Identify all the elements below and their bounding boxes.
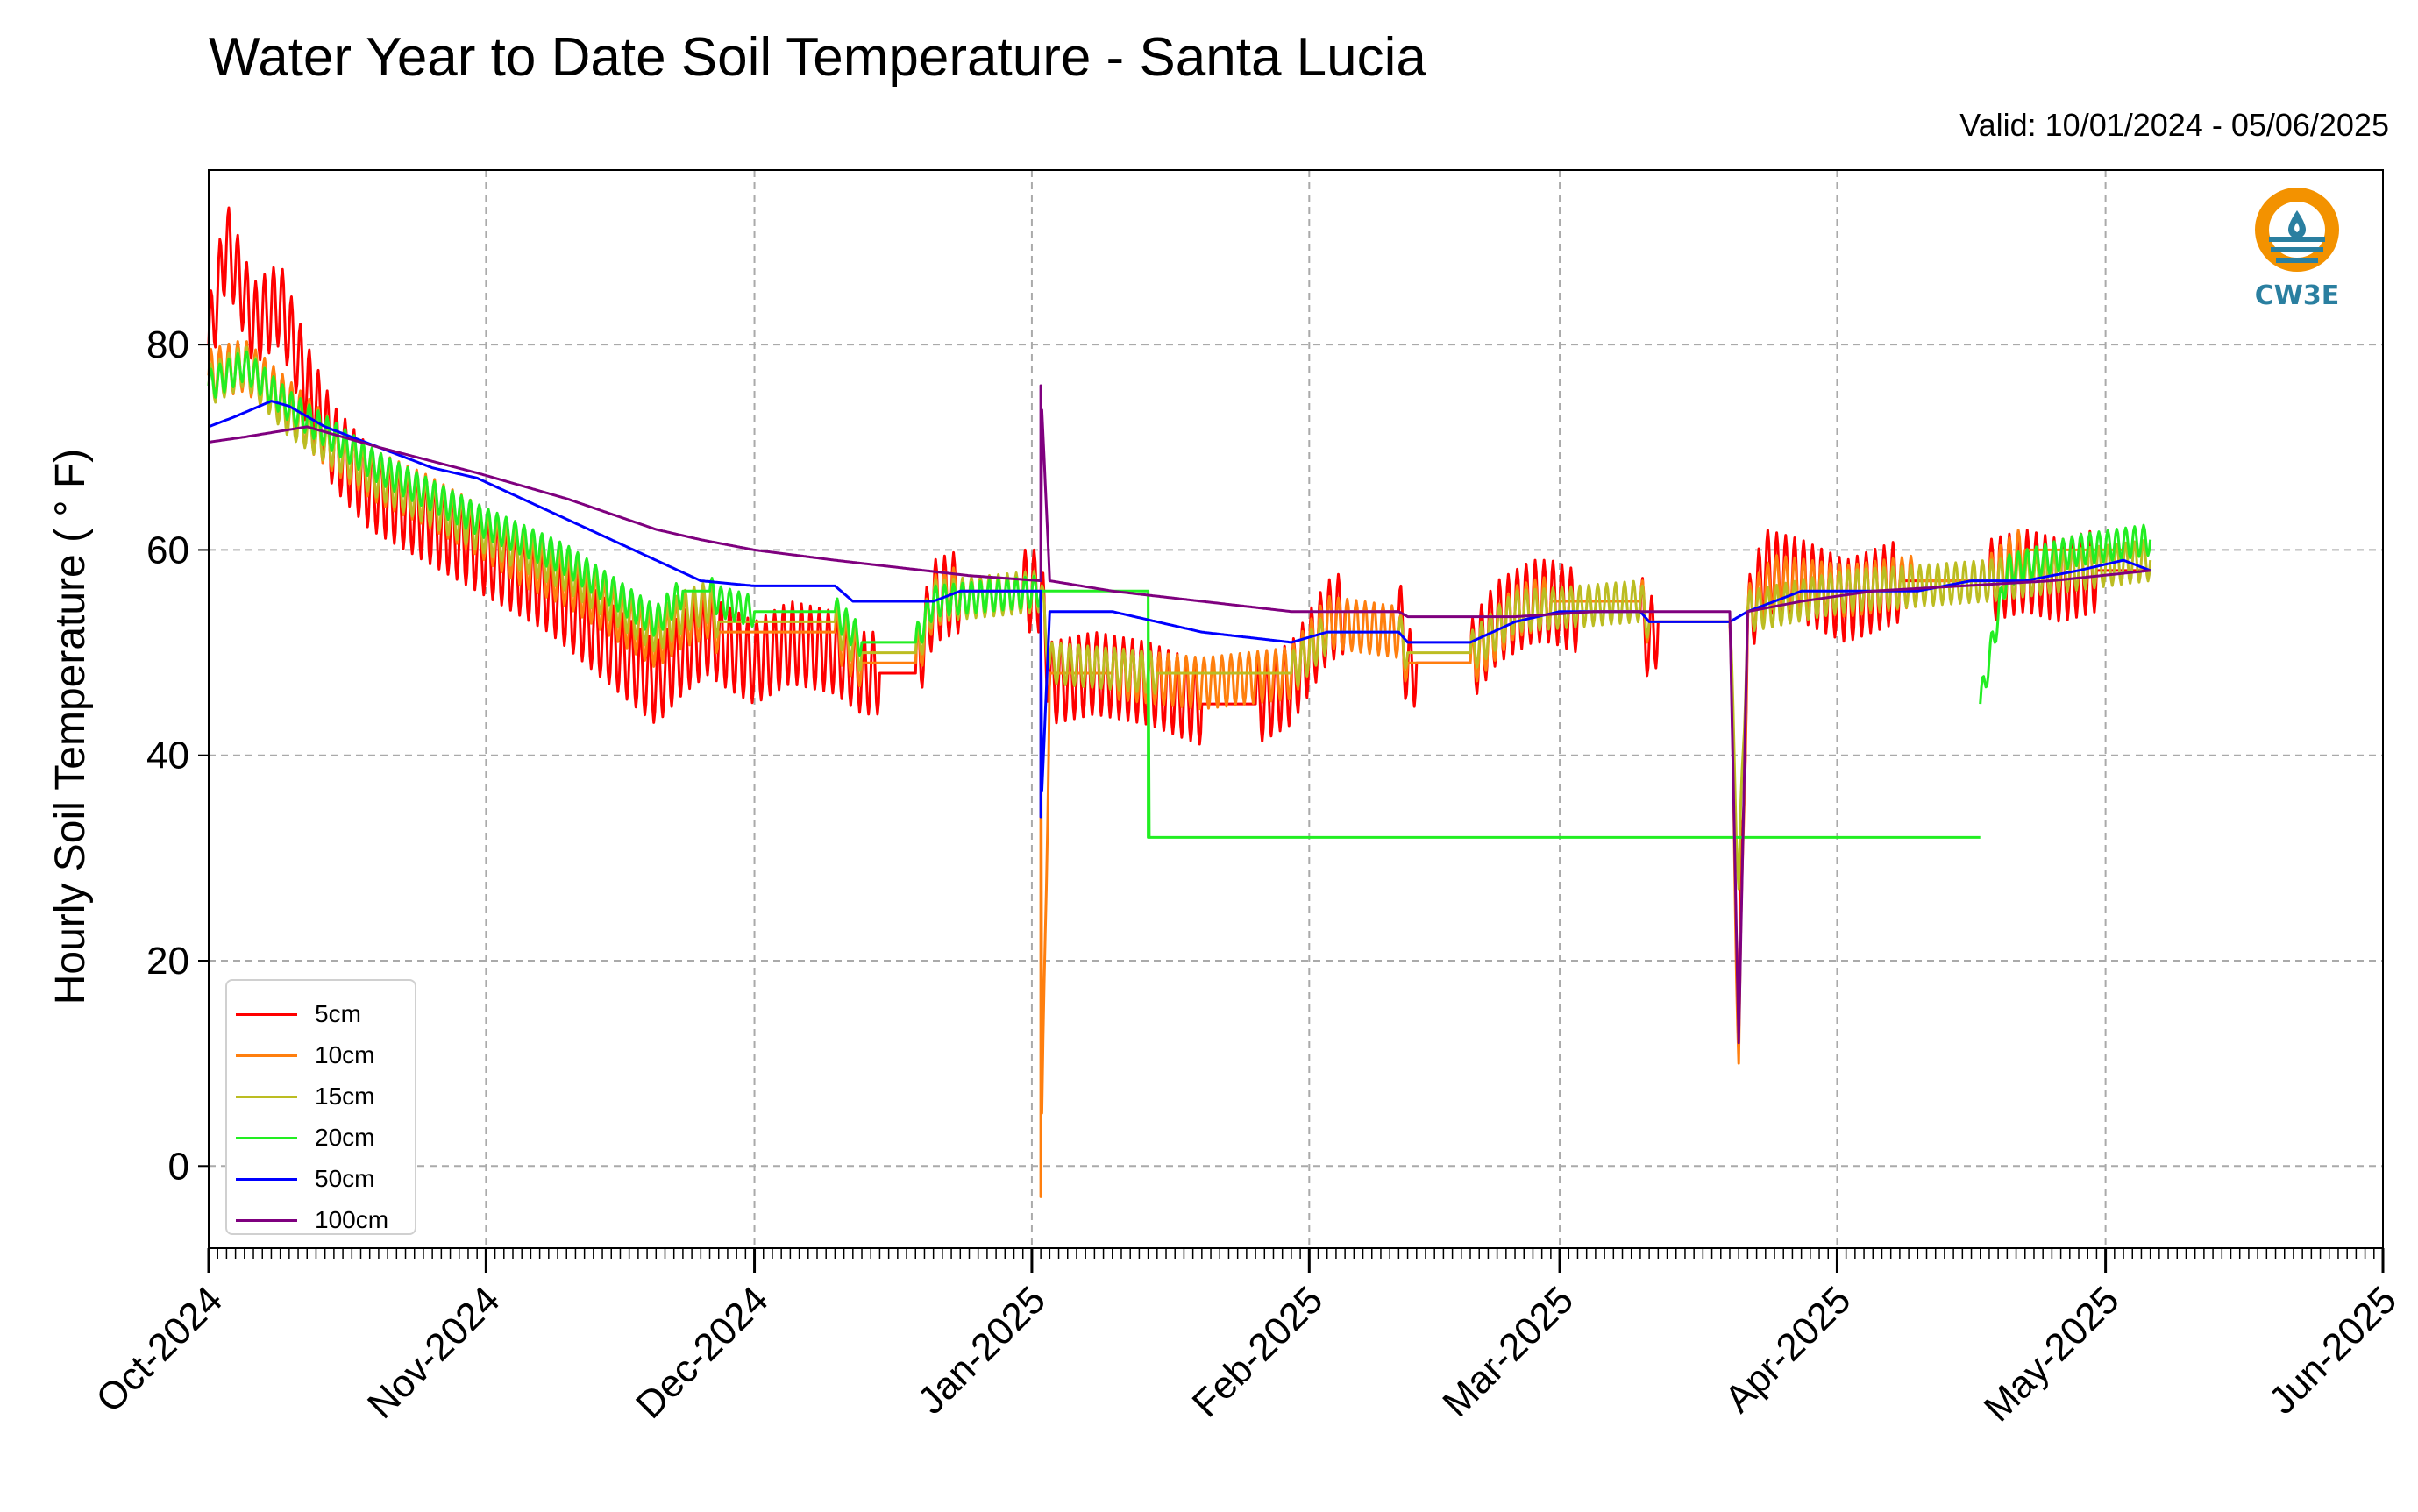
legend-label-100cm: 100cm [315, 1206, 389, 1233]
legend-item-50cm: 50cm [227, 1161, 374, 1196]
legend-label-50cm: 50cm [315, 1165, 375, 1192]
x-tick-label: Dec-2024 [628, 1278, 777, 1427]
series-line-20cm [207, 350, 1981, 839]
x-tick-label: May-2025 [1976, 1278, 2128, 1430]
legend-swatch-10cm [236, 1054, 297, 1057]
valid-range-label: Valid: 10/01/2024 - 05/06/2025 [1959, 107, 2389, 143]
legend-item-20cm: 20cm [227, 1120, 374, 1155]
legend-item-100cm: 100cm [227, 1203, 388, 1238]
y-tick-label: 60 [146, 529, 189, 571]
x-tick-label: Nov-2024 [359, 1278, 508, 1427]
legend-swatch-100cm [236, 1218, 297, 1222]
y-tick-label: 20 [146, 940, 189, 983]
cw3e-logo-icon [2255, 188, 2339, 272]
series-line-10cm [207, 340, 2151, 1198]
legend: 5cm 10cm 15cm 20cm 50cm 100cm [225, 979, 416, 1235]
legend-swatch-5cm [236, 1012, 297, 1016]
legend-label-20cm: 20cm [315, 1124, 375, 1151]
legend-swatch-20cm [236, 1136, 297, 1139]
x-tick-label: Jan-2025 [910, 1278, 1054, 1422]
y-tick-label: 0 [168, 1145, 189, 1188]
y-tick-label: 40 [146, 735, 189, 777]
x-tick-label: Mar-2025 [1434, 1278, 1582, 1425]
cw3e-logo-text: CW3E [2254, 280, 2340, 311]
legend-label-15cm: 15cm [315, 1083, 375, 1110]
legend-label-5cm: 5cm [315, 1000, 361, 1027]
y-axis-label: Hourly Soil Temperature ( ° F) [47, 449, 94, 1005]
x-tick-label: Apr-2025 [1717, 1278, 1860, 1421]
series-line-5cm [207, 206, 2151, 1014]
plot-frame [208, 169, 2384, 1249]
legend-label-10cm: 10cm [315, 1041, 375, 1068]
x-tick-label: Oct-2024 [88, 1278, 231, 1421]
legend-swatch-50cm [236, 1177, 297, 1181]
x-tick-label: Feb-2025 [1184, 1278, 1332, 1425]
series-line-20cm-segment [1979, 523, 2152, 705]
series-lines [207, 206, 2152, 1198]
y-tick-label: 80 [146, 323, 189, 366]
legend-item-10cm: 10cm [227, 1038, 374, 1073]
legend-item-5cm: 5cm [227, 997, 361, 1032]
grid [209, 170, 2383, 1248]
chart-title: Water Year to Date Soil Temperature - Sa… [209, 27, 1426, 88]
legend-swatch-15cm [236, 1095, 297, 1098]
series-line-50cm [208, 400, 2151, 819]
legend-item-15cm: 15cm [227, 1079, 374, 1114]
series-line-100cm [208, 384, 2151, 1045]
x-tick-label: Jun-2025 [2261, 1278, 2405, 1422]
cw3e-logo: CW3E [2244, 179, 2350, 319]
